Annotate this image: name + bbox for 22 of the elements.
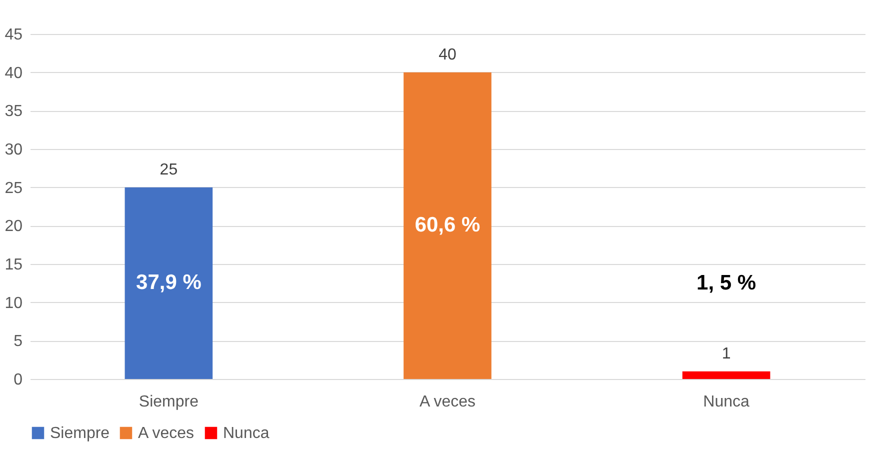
data-label: 25 bbox=[160, 161, 178, 178]
y-tick-label: 35 bbox=[4, 103, 23, 120]
legend-label: Nunca bbox=[223, 425, 270, 442]
y-tick-label: 0 bbox=[14, 372, 23, 388]
y-tick-label: 20 bbox=[4, 218, 23, 236]
x-tick-label: Siempre bbox=[138, 394, 199, 410]
x-tick-label: A veces bbox=[419, 394, 476, 410]
y-tick-label: 30 bbox=[4, 142, 23, 158]
y-tick-label: 5 bbox=[14, 333, 23, 350]
x-tick-label: Nunca bbox=[703, 394, 750, 410]
annotation: 37,9 % bbox=[136, 271, 202, 294]
data-label: 1 bbox=[722, 345, 731, 362]
annotation: 1, 5 % bbox=[696, 271, 756, 294]
annotation: 60,6 % bbox=[414, 214, 481, 237]
y-tick-label: 25 bbox=[4, 180, 23, 197]
y-tick-label: 45 bbox=[4, 26, 23, 44]
y-tick-label: 15 bbox=[4, 256, 23, 274]
data-label: 40 bbox=[438, 46, 456, 64]
y-tick-label: 10 bbox=[4, 294, 23, 312]
y-tick-label: 40 bbox=[4, 64, 23, 82]
legend-label: Siempre bbox=[50, 425, 110, 442]
legend-label: A veces bbox=[138, 425, 194, 442]
